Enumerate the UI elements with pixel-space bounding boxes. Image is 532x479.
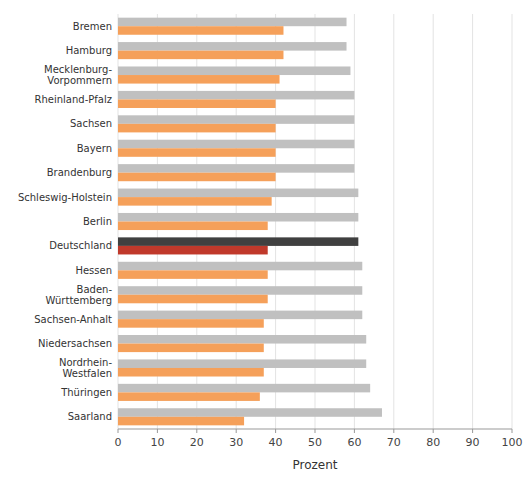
axis-line — [118, 429, 512, 430]
tick-mark — [275, 429, 276, 433]
bar — [118, 148, 276, 157]
bar — [118, 286, 362, 295]
bar — [118, 189, 358, 198]
category-label: Sachsen-Anhalt — [34, 314, 112, 325]
bar — [118, 173, 276, 182]
category-label: Bremen — [73, 21, 112, 32]
bar — [118, 18, 347, 27]
bar — [118, 392, 260, 401]
bar — [118, 344, 264, 353]
tick-mark — [236, 429, 237, 433]
category-label: Hamburg — [66, 45, 112, 56]
chart: 0 10 20 30 40 50 60 70 80 90 100 Saarland Thüringen N… — [0, 0, 532, 479]
tick-label: 0 — [115, 436, 122, 449]
bar — [118, 237, 358, 246]
bar — [118, 262, 362, 271]
bar — [118, 311, 362, 320]
grid-line — [472, 14, 473, 429]
grid-line — [433, 14, 434, 429]
bar — [118, 319, 264, 328]
bar — [118, 66, 350, 75]
tick-label: 50 — [308, 436, 322, 449]
bar — [118, 75, 280, 84]
x-axis: 0 10 20 30 40 50 60 70 80 90 100 — [115, 429, 523, 449]
category-label: Mecklenburg-Vorpommern — [44, 64, 112, 86]
grid — [118, 14, 512, 429]
bar — [118, 124, 276, 133]
bar — [118, 270, 268, 279]
tick-mark — [157, 429, 158, 433]
x-axis-label: Prozent — [292, 458, 337, 472]
bar — [118, 295, 268, 304]
tick-label: 90 — [466, 436, 480, 449]
category-label: Niedersachsen — [38, 338, 112, 349]
category-label: Bayern — [77, 143, 112, 154]
bar — [118, 99, 276, 108]
tick-label: 100 — [502, 436, 523, 449]
bar — [118, 115, 354, 124]
category-label: Schleswig-Holstein — [18, 192, 112, 203]
tick-label: 60 — [347, 436, 361, 449]
tick-mark — [433, 429, 434, 433]
bar — [118, 384, 370, 393]
category-label: Deutschland — [49, 240, 112, 251]
bar — [118, 91, 354, 100]
bar — [118, 222, 268, 231]
bars — [118, 18, 382, 426]
bar — [118, 246, 268, 255]
tick-label: 30 — [229, 436, 243, 449]
tick-mark — [118, 429, 119, 433]
tick-label: 20 — [190, 436, 204, 449]
category-label: Baden-Württemberg — [46, 284, 113, 306]
bar — [118, 42, 347, 51]
bar — [118, 164, 354, 173]
category-label: Hessen — [75, 265, 112, 276]
bar — [118, 213, 358, 222]
category-label: Nordrhein-Westfalen — [59, 357, 112, 379]
tick-mark — [393, 429, 394, 433]
bar — [118, 197, 272, 206]
category-label: Rheinland-Pfalz — [35, 94, 112, 105]
tick-label: 10 — [150, 436, 164, 449]
tick-mark — [472, 429, 473, 433]
bar — [118, 140, 354, 149]
category-label: Thüringen — [60, 387, 112, 398]
bar — [118, 51, 283, 60]
tick-mark — [354, 429, 355, 433]
y-axis: Saarland Thüringen Nordrhein-Westfalen Nied… — [18, 21, 112, 423]
tick-mark — [512, 429, 513, 433]
category-label: Sachsen — [70, 118, 112, 129]
bar — [118, 26, 283, 35]
tick-mark — [196, 429, 197, 433]
bar — [118, 359, 366, 368]
grid-line — [512, 14, 513, 429]
grid-line — [393, 14, 394, 429]
category-label: Brandenburg — [47, 167, 112, 178]
bar — [118, 368, 264, 377]
tick-mark — [315, 429, 316, 433]
tick-label: 80 — [426, 436, 440, 449]
bar — [118, 335, 366, 344]
category-label: Berlin — [83, 216, 112, 227]
category-label: Saarland — [68, 411, 112, 422]
tick-label: 70 — [387, 436, 401, 449]
bar — [118, 408, 382, 417]
bar — [118, 417, 244, 426]
tick-label: 40 — [269, 436, 283, 449]
